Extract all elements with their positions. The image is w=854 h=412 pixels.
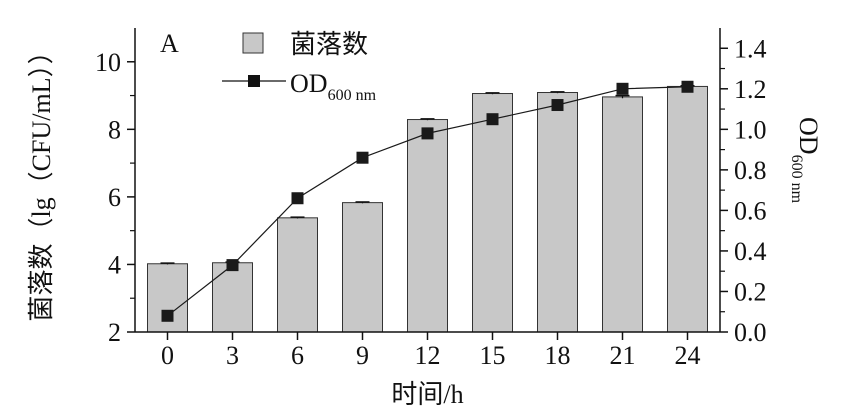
od-point-0 [161, 309, 174, 322]
od-point-18 [551, 99, 564, 112]
x-tick-label-18: 18 [545, 341, 571, 370]
od-point-21 [616, 82, 629, 95]
left-tick-label-6: 6 [108, 183, 121, 212]
right-tick-label-0.0: 0.0 [734, 318, 767, 347]
right-tick-label-0.8: 0.8 [734, 156, 767, 185]
y-axis-right-title: OD600 nm [788, 117, 823, 204]
legend-bar-swatch [242, 32, 264, 54]
bar-12 [407, 119, 448, 333]
x-axis-title: 时间/h [391, 380, 463, 409]
od-point-15 [486, 113, 499, 126]
right-tick-label-0.6: 0.6 [734, 196, 767, 225]
left-tick-label-10: 10 [95, 48, 121, 77]
bar-series [147, 85, 708, 333]
right-tick-label-0.4: 0.4 [734, 237, 767, 266]
bar-15 [472, 93, 513, 333]
x-tick-label-3: 3 [226, 341, 239, 370]
od-point-24 [681, 80, 694, 93]
x-tick-label-24: 24 [675, 341, 701, 370]
od-point-3 [226, 259, 239, 272]
line-series [161, 80, 694, 322]
legend: 菌落数 OD600 nm [222, 30, 377, 104]
right-tick-label-1.0: 1.0 [734, 115, 767, 144]
x-tick-label-21: 21 [610, 341, 636, 370]
od-point-9 [356, 151, 369, 164]
right-tick-label-1.4: 1.4 [734, 34, 767, 63]
bar-21 [602, 96, 643, 333]
od-point-12 [421, 127, 434, 140]
legend-line-subscript: 600 nm [328, 87, 377, 104]
y-axis-left-title: 菌落数（lg（CFU/mL）） [27, 38, 56, 321]
right-tick-label-1.2: 1.2 [734, 75, 767, 104]
legend-bar-label: 菌落数 [290, 30, 368, 59]
bar-3 [212, 262, 253, 333]
legend-line-marker [248, 75, 260, 87]
bar-18 [537, 92, 578, 333]
bar-9 [342, 202, 383, 333]
x-tick-label-9: 9 [356, 341, 369, 370]
bar-24 [667, 85, 708, 333]
x-tick-label-15: 15 [480, 341, 506, 370]
right-tick-label-0.2: 0.2 [734, 277, 767, 306]
x-tick-label-6: 6 [291, 341, 304, 370]
y-axis-right-subscript: 600 nm [788, 155, 805, 204]
x-tick-label-0: 0 [161, 341, 174, 370]
panel-label: A [160, 29, 179, 58]
left-tick-label-8: 8 [108, 115, 121, 144]
bar-6 [277, 217, 318, 333]
left-tick-label-4: 4 [108, 250, 121, 279]
od-point-6 [291, 192, 304, 205]
left-tick-label-2: 2 [108, 318, 121, 347]
legend-line-label: OD600 nm [290, 69, 377, 104]
x-tick-label-12: 12 [415, 341, 441, 370]
